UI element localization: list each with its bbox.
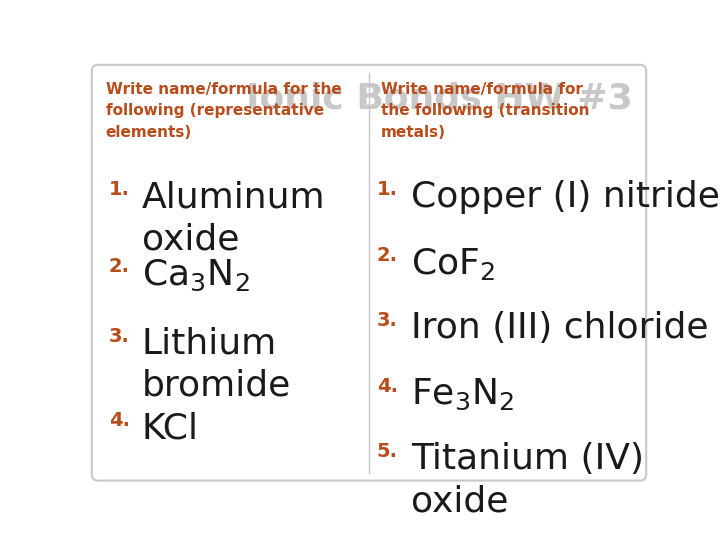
Text: 1.: 1. xyxy=(377,180,397,199)
Text: Fe$_3$N$_2$: Fe$_3$N$_2$ xyxy=(411,377,515,412)
Text: Aluminum: Aluminum xyxy=(142,180,325,214)
Text: 1.: 1. xyxy=(109,180,130,199)
Text: Copper (I) nitride: Copper (I) nitride xyxy=(411,180,720,214)
Text: oxide: oxide xyxy=(142,222,239,256)
Text: KCl: KCl xyxy=(142,411,199,446)
Text: oxide: oxide xyxy=(411,484,509,518)
Text: Iron (III) chloride: Iron (III) chloride xyxy=(411,311,709,345)
Text: Write name/formula for the
following (representative
elements): Write name/formula for the following (re… xyxy=(106,82,341,140)
Text: 4.: 4. xyxy=(109,411,130,430)
Text: Lithium: Lithium xyxy=(142,327,277,361)
Text: 2.: 2. xyxy=(109,257,130,276)
Text: bromide: bromide xyxy=(142,369,291,403)
Text: Ca$_3$N$_2$: Ca$_3$N$_2$ xyxy=(142,257,250,293)
Text: Titanium (IV): Titanium (IV) xyxy=(411,442,644,476)
Text: Ionic Bonds HW #3: Ionic Bonds HW #3 xyxy=(246,82,633,116)
FancyBboxPatch shape xyxy=(92,65,647,481)
Text: 3.: 3. xyxy=(377,311,397,330)
Text: 4.: 4. xyxy=(377,377,397,396)
Text: Write name/formula for
the following (transition
metals): Write name/formula for the following (tr… xyxy=(381,82,589,140)
Text: CoF$_2$: CoF$_2$ xyxy=(411,246,495,282)
Text: 5.: 5. xyxy=(377,442,397,461)
Text: 2.: 2. xyxy=(377,246,397,265)
Text: 3.: 3. xyxy=(109,327,130,346)
